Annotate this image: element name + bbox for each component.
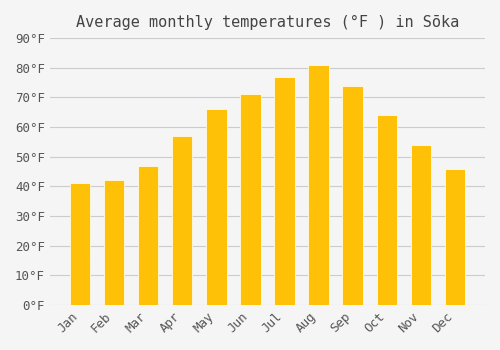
Bar (70, 257, 90, 305)
Bar (104, 255, 124, 305)
Bar (206, 227, 227, 305)
Bar (104, 181, 124, 305)
Bar (342, 86, 363, 305)
Bar (410, 241, 431, 305)
Bar (172, 136, 193, 305)
Bar (206, 109, 227, 305)
Title: Average monthly temperatures (°F ) in Sōka: Average monthly temperatures (°F ) in Sō… (76, 15, 459, 30)
Bar (172, 237, 193, 305)
Bar (445, 251, 465, 305)
Bar (138, 249, 158, 305)
Bar (70, 183, 90, 305)
Bar (410, 145, 431, 305)
Bar (342, 217, 363, 305)
Bar (445, 169, 465, 305)
Bar (376, 229, 397, 305)
Bar (274, 77, 294, 305)
Bar (138, 166, 158, 305)
Bar (240, 94, 260, 305)
Bar (274, 214, 294, 305)
Bar (240, 221, 260, 305)
Bar (376, 115, 397, 305)
Bar (308, 65, 329, 305)
Bar (308, 209, 329, 305)
